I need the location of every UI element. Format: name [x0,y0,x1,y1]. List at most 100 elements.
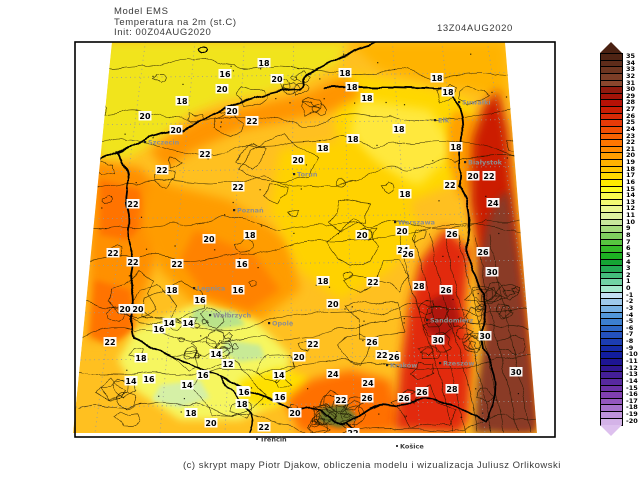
colorbar-step: 13 [600,198,635,207]
colorbar-step: -2 [600,298,633,306]
station-dot [432,372,435,374]
temp-label-box [478,331,492,341]
temp-label: 30 [486,268,498,277]
header-model-line: Model EMS [114,6,169,17]
station-dot [232,70,234,72]
colorbar-step: 31 [600,79,635,88]
station-dot [405,415,407,417]
contour-loop [494,284,520,302]
station-dot [432,160,434,162]
colorbar-tick-label: 35 [626,52,636,60]
temp-label: 20 [289,409,301,418]
contour-loop [316,418,326,425]
colorbar-step: -11 [600,357,638,366]
station-dot [260,225,263,227]
colorbar-step: 28 [600,99,635,108]
temp-label: 20 [292,156,304,165]
temp-label: 14 [163,319,175,328]
temp-label: 26 [361,394,373,403]
temp-label-box [124,376,138,386]
temp-label-box [245,116,259,126]
colorbar-step: 5 [600,251,631,260]
temp-label: 18 [399,190,411,199]
temp-label: 20 [271,75,283,84]
colorbar-tick-label: 29 [626,91,636,100]
station-dot [158,395,160,397]
city-dot [396,445,398,447]
colorbar-tick-label: -15 [626,383,638,392]
region-baltic-sea-yellow [92,42,348,160]
colorbar-tick-label: -2 [626,297,634,306]
contour-loop [421,348,433,356]
temp-label-box [316,276,330,286]
temp-label: 20 [467,172,479,181]
temp-label: 16 [232,286,244,295]
temp-label: 22 [127,258,138,267]
station-dot [505,96,508,98]
city-dot [426,319,429,322]
station-dot [239,258,241,260]
temp-label: 22 [483,172,494,181]
colorbar-step: 16 [600,178,635,187]
temp-label-box [415,387,429,397]
temp-label-box [355,230,369,240]
border-ru [323,86,450,90]
colorbar-tick-label: 0 [626,284,631,293]
contour-loop [291,75,298,81]
contour-loop [482,282,509,302]
temp-label-box [338,68,352,78]
temp-label-box [198,149,212,159]
temp-label: 18 [442,88,454,97]
station-dot [495,399,497,401]
colorbar-step: 34 [600,59,635,68]
contour-loop [234,239,255,252]
contour-loop [380,182,394,192]
station-dot [135,182,137,184]
temp-label-box [170,259,184,269]
temperature-labels: 1816202018202220202022222222181818181818… [103,58,523,433]
temp-label: 20 [132,305,144,314]
colorbar-tick-label: 30 [626,85,636,94]
parallel-line [75,259,537,267]
contour-loop [168,157,183,169]
station-dot [377,62,379,64]
temp-label: 26 [477,248,489,257]
city-dot [293,173,296,176]
temp-label: 22 [127,200,138,209]
temp-label-box [445,384,459,394]
station-dot [403,318,405,320]
contour-loop [436,84,457,103]
station-dot [180,411,182,413]
city-name: Suwałki [462,99,491,107]
temperature-fill-regions [73,42,537,433]
temp-label-box [270,74,284,84]
colorbar-tick-label: 32 [626,71,636,80]
temp-label: 22 [376,351,387,360]
isotherm-line [474,234,518,433]
temp-label-box [439,285,453,295]
station-dot [351,306,353,308]
temp-label: 22 [171,260,182,269]
colorbar-tick-label: 16 [626,177,636,186]
city-name: Trenčín [260,436,287,444]
station-dot [200,335,202,337]
outside-city-labels: Trenčín Košice [256,436,424,451]
colorbar-step: -4 [600,311,633,320]
colorbar-tick-label: 3 [626,264,631,273]
temp-label: 16 [238,388,250,397]
station-dot [452,298,454,301]
isotherm-line [399,234,453,433]
contour-loop [412,229,427,242]
colorbar-tick-label: -16 [626,390,638,399]
colorbar-step: 15 [600,185,635,194]
city-name: Białystok [468,159,503,167]
contour-loop [248,279,257,287]
contour-loop [194,322,201,329]
city-labels: Szczecin Poznań Toruń Warszawa Białystok Suwa… [144,99,503,370]
contour-loop [235,86,269,108]
region-sudetes-green-3 [152,380,210,408]
temp-label-box [443,180,457,190]
temp-label: 16 [274,393,286,402]
contour-loop [279,79,290,90]
city-dot [268,322,271,325]
